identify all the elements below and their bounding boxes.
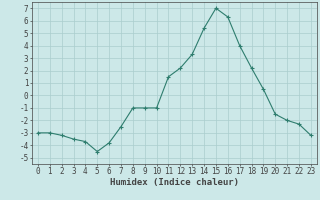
X-axis label: Humidex (Indice chaleur): Humidex (Indice chaleur): [110, 178, 239, 187]
